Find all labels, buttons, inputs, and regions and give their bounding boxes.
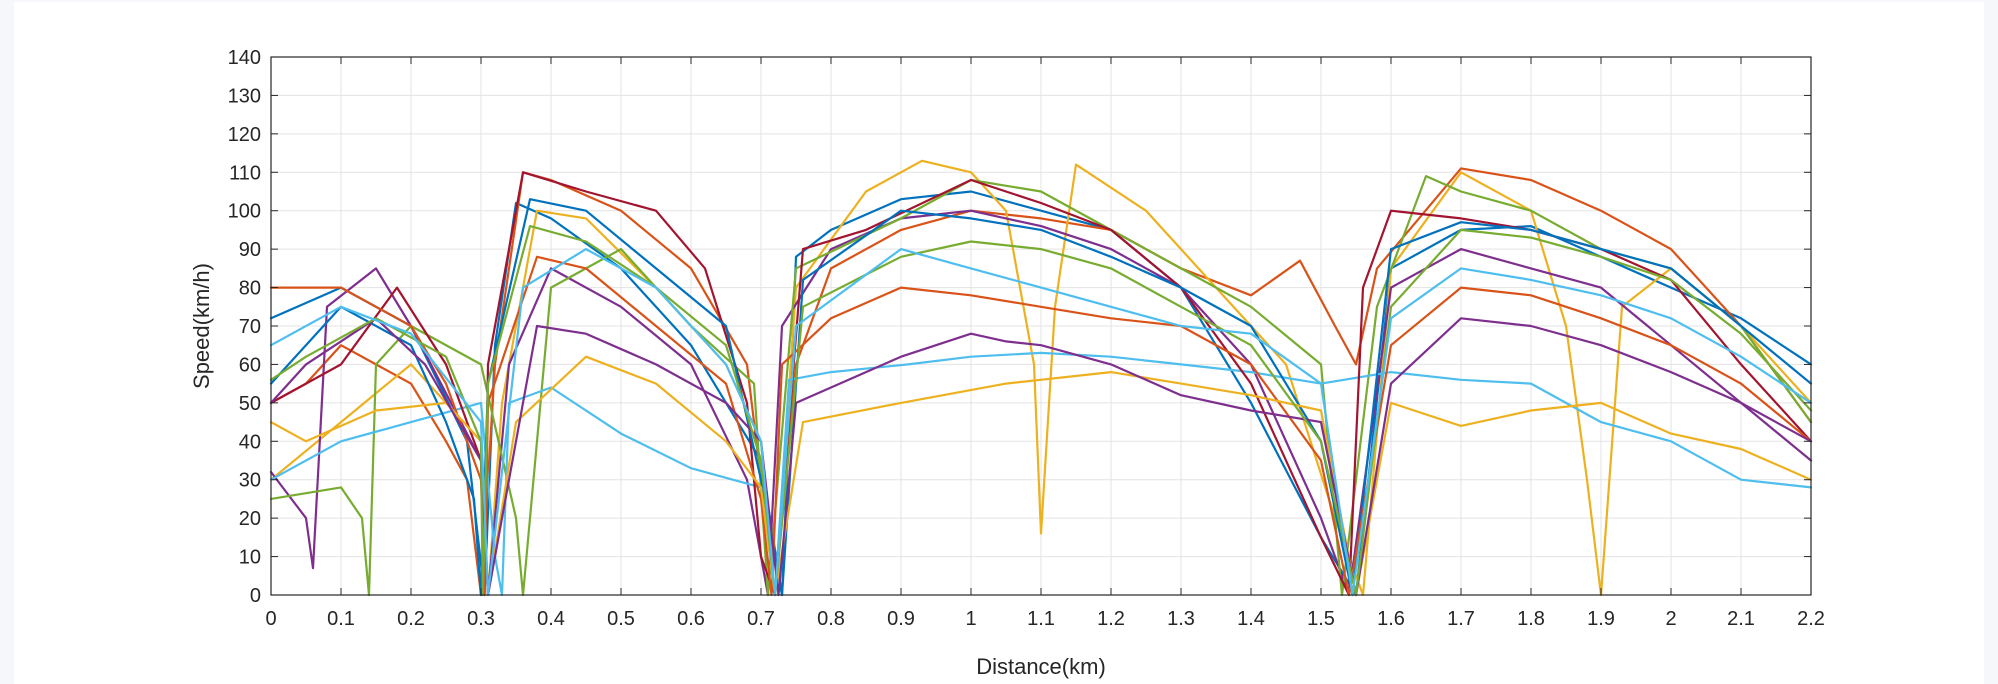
- x-tick-label: 0.5: [607, 608, 635, 630]
- x-tick-label: 1.1: [1027, 608, 1055, 630]
- x-tick-label: 2.2: [1797, 608, 1825, 630]
- speed-distance-chart: 0 0.1 0.2 0.3 0.4 0.5 0.6 0.7 0.8 0.9 1 1.1 1.2 1.3 1.…: [189, 47, 1825, 679]
- y-tick-label: 110: [229, 162, 261, 184]
- x-tick-label: 1.2: [1097, 608, 1125, 630]
- x-tick-label: 0.6: [677, 608, 705, 630]
- x-tick-label: 1.9: [1587, 608, 1615, 630]
- y-tick-label: 70: [239, 316, 261, 338]
- x-tick-label: 0.2: [397, 608, 425, 630]
- y-tick-label: 130: [228, 85, 261, 107]
- x-tick-label: 1.4: [1237, 608, 1265, 630]
- x-tick-label: 1: [965, 608, 976, 630]
- x-tick-label: 1.5: [1307, 608, 1335, 630]
- series-line: [269, 248, 1813, 597]
- figure: 0 0.1 0.2 0.3 0.4 0.5 0.6 0.7 0.8 0.9 1 1.1 1.2 1.3 1.…: [14, 2, 1984, 684]
- x-tick-label: 1.7: [1447, 608, 1475, 630]
- x-tick-label: 0: [265, 608, 276, 630]
- y-tick-label: 120: [228, 124, 261, 146]
- series-line: [269, 198, 1813, 597]
- series-layer: [269, 159, 1813, 597]
- y-tick-label: 40: [239, 431, 261, 453]
- x-tick-label: 1.8: [1517, 608, 1545, 630]
- series-line: [269, 159, 1813, 597]
- y-axis-label: Speed(km/h): [189, 263, 214, 389]
- x-tick-label: 0.7: [747, 608, 775, 630]
- y-tick-label: 30: [239, 470, 261, 492]
- y-tick-label: 90: [239, 239, 261, 261]
- x-tick-label: 1.6: [1377, 608, 1405, 630]
- x-tick-label: 0.3: [467, 608, 495, 630]
- series-line: [269, 225, 1813, 597]
- y-tick-label: 60: [239, 354, 261, 376]
- y-tick-label: 100: [228, 201, 261, 223]
- x-tick-label: 0.8: [817, 608, 845, 630]
- y-tick-label: 140: [228, 47, 261, 69]
- x-tick-label: 1.3: [1167, 608, 1195, 630]
- x-tick-label: 2.1: [1727, 608, 1755, 630]
- y-tick-label: 10: [239, 547, 261, 569]
- y-tick-label: 20: [239, 508, 261, 530]
- ticks: 0 0.1 0.2 0.3 0.4 0.5 0.6 0.7 0.8 0.9 1 1.1 1.2 1.3 1.…: [228, 47, 1825, 630]
- y-tick-label: 0: [250, 585, 261, 607]
- series-line: [269, 351, 1813, 597]
- y-tick-label: 80: [239, 278, 261, 300]
- y-tick-label: 50: [239, 393, 261, 415]
- x-axis-label: Distance(km): [976, 654, 1106, 679]
- x-tick-label: 0.4: [537, 608, 565, 630]
- x-tick-label: 0.9: [887, 608, 915, 630]
- x-tick-label: 2: [1665, 608, 1676, 630]
- x-tick-label: 0.1: [327, 608, 355, 630]
